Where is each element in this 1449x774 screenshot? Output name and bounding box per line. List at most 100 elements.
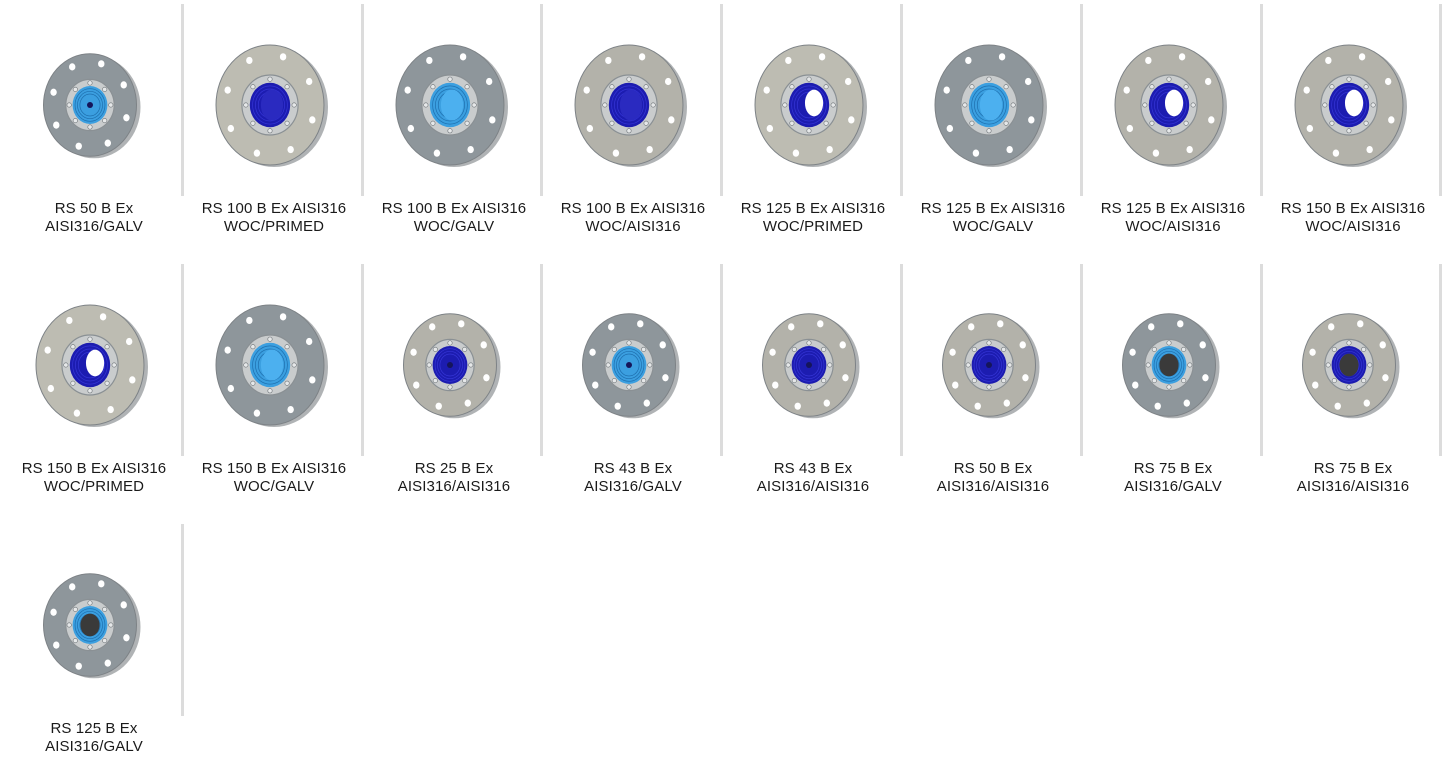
product-name-line1: RS 150 B Ex AISI316 xyxy=(201,460,347,477)
card-divider xyxy=(540,4,543,196)
product-card[interactable]: RS 100 B Ex AISI316 WOC/GALV xyxy=(360,4,540,254)
product-name-line2: WOC/AISI316 xyxy=(1305,218,1401,235)
product-image[interactable] xyxy=(899,264,1079,456)
product-name[interactable]: RS 43 B Ex AISI316/GALV xyxy=(539,460,727,496)
product-name[interactable]: RS 75 B Ex AISI316/AISI316 xyxy=(1259,460,1447,496)
product-image[interactable] xyxy=(1079,264,1259,456)
card-divider xyxy=(1439,264,1442,456)
card-divider xyxy=(1260,264,1263,456)
product-name-line1: RS 75 B Ex xyxy=(1133,460,1213,477)
product-card[interactable]: RS 125 B Ex AISI316 WOC/GALV xyxy=(899,4,1079,254)
product-card[interactable]: RS 150 B Ex AISI316 WOC/GALV xyxy=(180,264,360,514)
product-name-line2: AISI316/AISI316 xyxy=(397,478,511,495)
product-image[interactable] xyxy=(1259,4,1439,196)
product-name-line2: AISI316/AISI316 xyxy=(756,478,870,495)
flange-drawing xyxy=(582,313,680,419)
product-card[interactable]: RS 150 B Ex AISI316 WOC/PRIMED xyxy=(0,264,180,514)
card-divider xyxy=(720,264,723,456)
card-divider xyxy=(1080,264,1083,456)
product-name[interactable]: RS 100 B Ex AISI316 WOC/GALV xyxy=(360,200,548,236)
product-name[interactable]: RS 150 B Ex AISI316 WOC/AISI316 xyxy=(1259,200,1447,236)
product-card[interactable]: RS 75 B Ex AISI316/GALV xyxy=(1079,264,1259,514)
product-name[interactable]: RS 100 B Ex AISI316 WOC/AISI316 xyxy=(539,200,727,236)
product-image[interactable] xyxy=(0,4,180,196)
card-divider xyxy=(900,4,903,196)
card-divider xyxy=(720,4,723,196)
product-name-line1: RS 125 B Ex AISI316 xyxy=(740,200,886,217)
product-image[interactable] xyxy=(360,4,540,196)
product-image[interactable] xyxy=(0,524,180,716)
product-name-line1: RS 43 B Ex xyxy=(593,460,673,477)
product-image[interactable] xyxy=(180,264,360,456)
product-card[interactable]: RS 100 B Ex AISI316 WOC/PRIMED xyxy=(180,4,360,254)
product-name-line1: RS 75 B Ex xyxy=(1313,460,1393,477)
product-name-line1: RS 100 B Ex AISI316 xyxy=(381,200,527,217)
product-name-line2: WOC/GALV xyxy=(413,218,495,235)
product-name[interactable]: RS 150 B Ex AISI316 WOC/PRIMED xyxy=(0,460,188,496)
product-card[interactable]: RS 125 B Ex AISI316 WOC/AISI316 xyxy=(1079,4,1259,254)
flange-drawing xyxy=(35,304,148,427)
product-name-line2: AISI316/GALV xyxy=(45,738,143,755)
flange-drawing xyxy=(1122,313,1220,419)
product-name-line2: AISI316/GALV xyxy=(45,218,143,235)
product-name[interactable]: RS 50 B Ex AISI316/GALV xyxy=(0,200,188,236)
product-name[interactable]: RS 25 B Ex AISI316/AISI316 xyxy=(360,460,548,496)
product-image[interactable] xyxy=(719,264,899,456)
product-name[interactable]: RS 125 B Ex AISI316 WOC/AISI316 xyxy=(1079,200,1267,236)
product-name[interactable]: RS 125 B Ex AISI316 WOC/GALV xyxy=(899,200,1087,236)
product-name[interactable]: RS 150 B Ex AISI316 WOC/GALV xyxy=(180,460,368,496)
flange-drawing xyxy=(934,44,1047,167)
product-name[interactable]: RS 43 B Ex AISI316/AISI316 xyxy=(719,460,907,496)
card-divider xyxy=(181,4,184,196)
product-name[interactable]: RS 125 B Ex AISI316 WOC/PRIMED xyxy=(719,200,907,236)
product-image[interactable] xyxy=(899,4,1079,196)
card-divider xyxy=(540,264,543,456)
product-grid: RS 50 B Ex AISI316/GALV RS 100 B Ex AISI31… xyxy=(0,4,1442,755)
product-name-line1: RS 50 B Ex xyxy=(953,460,1033,477)
flange-drawing xyxy=(1294,44,1407,167)
product-card[interactable]: RS 100 B Ex AISI316 WOC/AISI316 xyxy=(539,4,719,254)
flange-drawing xyxy=(215,304,328,427)
product-card[interactable]: RS 125 B Ex AISI316/GALV xyxy=(0,524,180,774)
product-name[interactable]: RS 75 B Ex AISI316/GALV xyxy=(1079,460,1267,496)
card-divider xyxy=(1260,4,1263,196)
product-name-line1: RS 50 B Ex xyxy=(54,200,134,217)
product-name-line2: AISI316/AISI316 xyxy=(936,478,1050,495)
card-divider xyxy=(361,264,364,456)
flange-drawing xyxy=(43,573,141,679)
product-card[interactable]: RS 150 B Ex AISI316 WOC/AISI316 xyxy=(1259,4,1439,254)
product-card[interactable]: RS 75 B Ex AISI316/AISI316 xyxy=(1259,264,1439,514)
product-image[interactable] xyxy=(539,4,719,196)
product-name-line2: AISI316/GALV xyxy=(1124,478,1222,495)
flange-drawing xyxy=(1114,44,1227,167)
product-name-line2: WOC/AISI316 xyxy=(1125,218,1221,235)
product-card[interactable]: RS 50 B Ex AISI316/GALV xyxy=(0,4,180,254)
card-divider xyxy=(181,264,184,456)
flange-drawing xyxy=(754,44,867,167)
product-image[interactable] xyxy=(180,4,360,196)
product-card[interactable]: RS 50 B Ex AISI316/AISI316 xyxy=(899,264,1079,514)
product-card[interactable]: RS 43 B Ex AISI316/GALV xyxy=(539,264,719,514)
product-name[interactable]: RS 50 B Ex AISI316/AISI316 xyxy=(899,460,1087,496)
product-image[interactable] xyxy=(1259,264,1439,456)
product-name-line2: WOC/PRIMED xyxy=(43,478,145,495)
product-image[interactable] xyxy=(539,264,719,456)
product-name-line1: RS 100 B Ex AISI316 xyxy=(201,200,347,217)
product-name-line1: RS 125 B Ex AISI316 xyxy=(920,200,1066,217)
card-divider xyxy=(1080,4,1083,196)
product-image[interactable] xyxy=(0,264,180,456)
product-name-line2: AISI316/GALV xyxy=(584,478,682,495)
product-name-line1: RS 150 B Ex AISI316 xyxy=(1280,200,1426,217)
flange-drawing xyxy=(43,53,141,159)
product-name-line2: WOC/PRIMED xyxy=(223,218,325,235)
product-image[interactable] xyxy=(719,4,899,196)
product-card[interactable]: RS 125 B Ex AISI316 WOC/PRIMED xyxy=(719,4,899,254)
product-image[interactable] xyxy=(1079,4,1259,196)
product-card[interactable]: RS 25 B Ex AISI316/AISI316 xyxy=(360,264,540,514)
product-image[interactable] xyxy=(360,264,540,456)
product-card[interactable]: RS 43 B Ex AISI316/AISI316 xyxy=(719,264,899,514)
product-name[interactable]: RS 125 B Ex AISI316/GALV xyxy=(0,720,188,756)
product-name-line1: RS 25 B Ex xyxy=(414,460,494,477)
product-name[interactable]: RS 100 B Ex AISI316 WOC/PRIMED xyxy=(180,200,368,236)
flange-drawing xyxy=(215,44,328,167)
